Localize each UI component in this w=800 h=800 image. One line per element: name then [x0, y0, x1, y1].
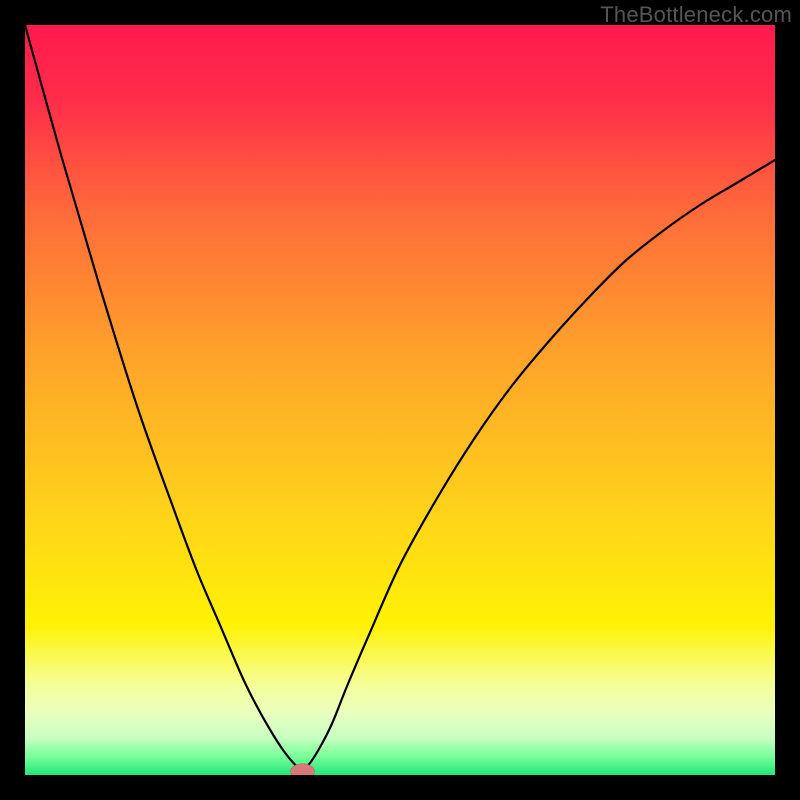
- gradient-background: [25, 25, 775, 775]
- plot-area: [25, 25, 775, 775]
- figure-frame: TheBottleneck.com: [0, 0, 800, 800]
- bottleneck-curve-chart: [25, 25, 775, 775]
